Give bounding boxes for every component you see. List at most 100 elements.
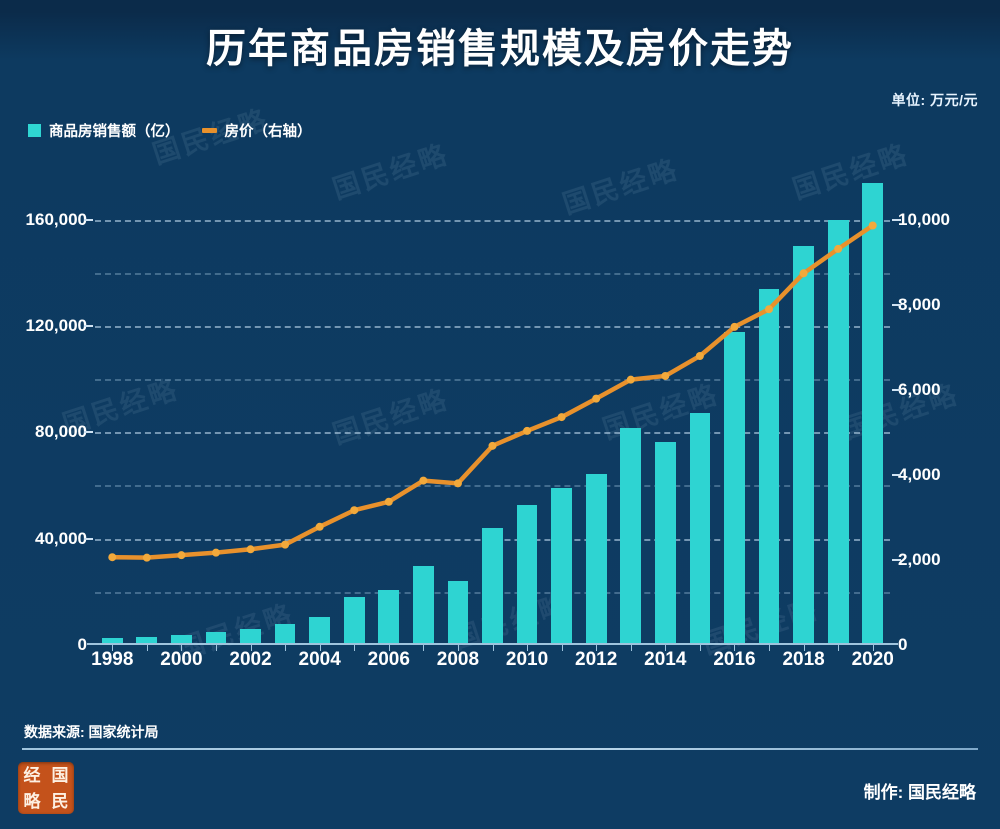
y-right-tick-label: 4,000	[898, 464, 941, 484]
bar-2010[interactable]	[516, 504, 538, 645]
x-tick-mark	[596, 645, 598, 651]
y-right-tick-mark	[892, 473, 901, 476]
bar-2011[interactable]	[551, 487, 572, 645]
x-axis-label-2012: 2012	[575, 649, 618, 670]
bar-2016[interactable]	[724, 332, 745, 645]
logo-char-3: 略	[23, 791, 41, 811]
y-left-tick-mark	[84, 537, 93, 540]
price-point-2000[interactable]	[177, 551, 186, 560]
price-point-2018[interactable]	[799, 269, 808, 278]
x-tick-mark	[769, 645, 771, 651]
bar-2014[interactable]	[654, 442, 676, 645]
x-tick-mark	[181, 645, 183, 651]
x-axis-label-2004: 2004	[298, 649, 341, 670]
x-tick-mark	[527, 645, 529, 651]
legend-item-price[interactable]: 房价（右轴）	[201, 120, 312, 141]
x-axis-line	[87, 643, 898, 645]
x-tick-mark	[112, 645, 114, 651]
bar-2007[interactable]	[413, 565, 434, 645]
x-axis-label-2006: 2006	[367, 649, 410, 670]
price-point-2013[interactable]	[626, 375, 635, 384]
x-tick-mark	[146, 645, 148, 651]
logo-char-4: 民	[51, 791, 69, 811]
gridline-minor	[95, 379, 890, 382]
price-point-1998[interactable]	[108, 553, 117, 562]
bar-2003[interactable]	[274, 623, 296, 645]
y-right-tick-label: 10,000	[898, 209, 950, 229]
bar-2001[interactable]	[205, 632, 227, 645]
price-point-2012[interactable]	[592, 394, 601, 403]
gridline-major	[95, 219, 890, 222]
price-point-2014[interactable]	[661, 371, 670, 380]
x-axis-label-2000: 2000	[160, 649, 203, 670]
x-axis-label-2016: 2016	[713, 649, 756, 670]
x-tick-mark	[803, 645, 805, 651]
gridline-major	[95, 325, 890, 328]
x-tick-mark	[838, 645, 840, 651]
price-point-2015[interactable]	[695, 351, 704, 360]
bar-2017[interactable]	[758, 289, 780, 645]
y-right-tick-label: 2,000	[898, 549, 941, 569]
bar-2004[interactable]	[309, 617, 331, 645]
bar-2015[interactable]	[689, 412, 711, 645]
y-right-tick-mark	[892, 558, 901, 561]
price-point-2002[interactable]	[246, 545, 255, 554]
legend-item-sales[interactable]: 商品房销售额（亿）	[28, 120, 180, 141]
footer-divider	[22, 748, 978, 750]
bar-1998[interactable]	[101, 638, 123, 645]
bar-2020[interactable]	[862, 183, 884, 645]
x-axis-label-2010: 2010	[505, 649, 549, 670]
bar-1999[interactable]	[136, 637, 158, 645]
x-tick-mark	[665, 645, 667, 651]
price-line-path	[110, 223, 875, 560]
x-tick-mark	[561, 645, 563, 651]
x-tick-mark	[699, 645, 701, 651]
x-tick-mark	[492, 645, 494, 651]
bar-2018[interactable]	[793, 246, 814, 645]
bar-2005[interactable]	[343, 596, 365, 645]
price-point-2001[interactable]	[211, 548, 220, 557]
bar-2013[interactable]	[620, 428, 642, 645]
y-left-tick-label: 0	[77, 635, 87, 654]
y-left-tick-label: 160,000	[25, 209, 87, 229]
bar-2008[interactable]	[447, 581, 469, 645]
y-right-tick-label: 0	[898, 635, 908, 654]
bar-2019[interactable]	[827, 220, 849, 645]
gridline-minor	[95, 272, 890, 275]
bar-2009[interactable]	[482, 528, 503, 645]
bar-2012[interactable]	[585, 473, 607, 645]
price-point-2007[interactable]	[419, 476, 428, 485]
x-tick-mark	[423, 645, 425, 651]
y-left-tick-label: 120,000	[25, 315, 87, 335]
price-point-2005[interactable]	[350, 506, 359, 515]
gridline-minor	[95, 485, 890, 488]
credit-label: 制作: 国民经略	[863, 783, 976, 802]
chart-legend: 商品房销售额（亿） 房价（右轴）	[28, 120, 312, 141]
price-point-2006[interactable]	[384, 497, 393, 506]
bar-2006[interactable]	[378, 590, 400, 645]
price-point-2008[interactable]	[453, 479, 462, 488]
price-point-2019[interactable]	[834, 244, 843, 253]
x-axis-label-2018: 2018	[782, 649, 825, 670]
data-source-label: 数据来源: 国家统计局	[24, 724, 159, 740]
page-title: 历年商品房销售规模及房价走势	[206, 27, 794, 71]
price-point-2003[interactable]	[281, 540, 290, 549]
x-tick-mark	[319, 645, 321, 651]
price-point-2016[interactable]	[730, 322, 739, 331]
y-left-tick-mark	[84, 218, 93, 221]
price-point-2020[interactable]	[868, 221, 877, 230]
x-axis-label-2002: 2002	[229, 649, 272, 670]
price-point-1999[interactable]	[142, 553, 151, 562]
x-axis-label-1998: 1998	[91, 649, 134, 670]
y-left-tick-mark	[84, 324, 93, 327]
bar-2002[interactable]	[240, 628, 261, 645]
y-right-tick-label: 8,000	[898, 294, 941, 314]
bar-2000[interactable]	[171, 634, 192, 645]
price-point-2011[interactable]	[557, 413, 566, 422]
price-point-2017[interactable]	[765, 305, 774, 314]
price-point-2010[interactable]	[523, 426, 532, 435]
price-point-2004[interactable]	[315, 522, 324, 531]
x-axis-label-2008: 2008	[436, 649, 480, 670]
price-point-2009[interactable]	[488, 441, 497, 450]
